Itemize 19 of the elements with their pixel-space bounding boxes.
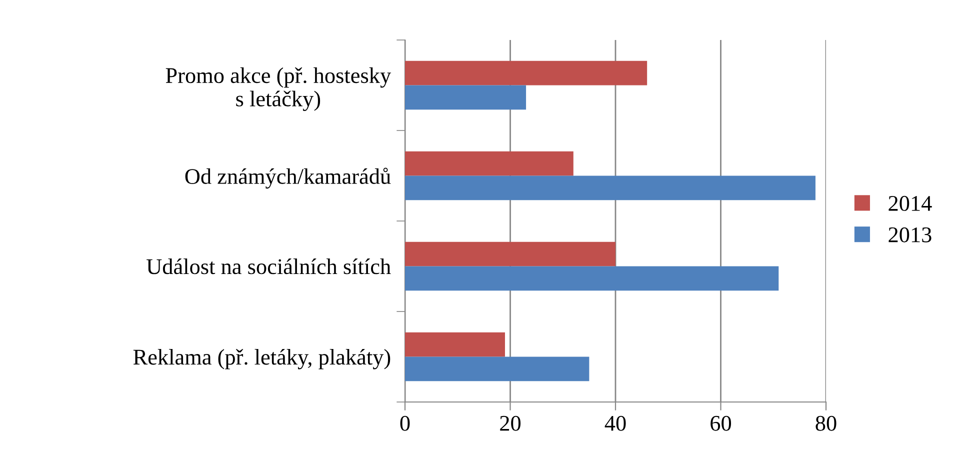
x-tick-label: 20 [500, 416, 521, 431]
y-tick-label: Od známých/kamarádů [185, 168, 391, 189]
bar [405, 356, 590, 382]
y-tick-label: Reklama (př. letáky, plakáty) [133, 349, 390, 370]
y-tick-label: Událost na sociálních sítích [146, 258, 391, 274]
bar [405, 242, 616, 266]
x-tick-label: 60 [710, 416, 732, 431]
x-tick-label: 80 [816, 416, 836, 431]
y-tick-label: Promo akce (př. hostesky s letáčky) [166, 67, 392, 111]
x-tick-label: 0 [400, 416, 410, 431]
legend-label: 2013 [888, 227, 932, 242]
bar [405, 266, 779, 291]
bar [405, 85, 526, 110]
x-tick-label: 40 [604, 416, 626, 431]
legend-label: 2014 [888, 196, 932, 211]
bar [405, 60, 648, 86]
bar [405, 176, 816, 200]
bar [405, 151, 574, 176]
bar [405, 332, 505, 357]
